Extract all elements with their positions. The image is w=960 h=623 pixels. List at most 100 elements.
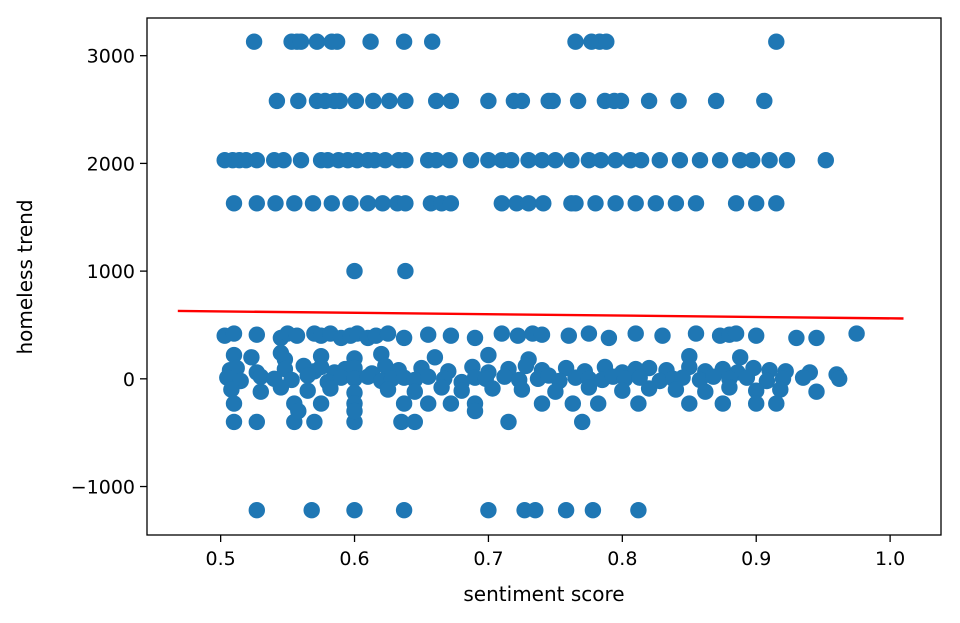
y-tick-label: 1000 (87, 261, 135, 283)
data-point (453, 382, 470, 399)
data-point (748, 195, 765, 212)
x-tick-label: 0.6 (339, 548, 369, 570)
data-point (817, 152, 834, 169)
data-point (272, 379, 290, 396)
data-point (377, 152, 394, 169)
data-point (574, 413, 591, 431)
data-point (223, 381, 240, 398)
x-tick-label: 1.0 (875, 548, 905, 570)
data-point (533, 326, 551, 343)
data-point (520, 195, 537, 212)
data-point (651, 152, 668, 169)
data-point (503, 152, 520, 169)
data-point (308, 33, 326, 50)
data-point (727, 325, 745, 342)
data-point (778, 152, 796, 169)
data-points (216, 33, 865, 519)
data-point (707, 92, 725, 110)
data-point (667, 195, 685, 212)
data-point (500, 413, 517, 431)
data-point (346, 370, 363, 387)
x-tick-label: 0.7 (473, 548, 503, 570)
data-point (346, 402, 363, 420)
data-point (592, 152, 610, 169)
data-point (772, 381, 789, 398)
fit-line (177, 309, 904, 320)
data-point (705, 368, 722, 385)
data-point (243, 349, 260, 366)
data-point (580, 325, 598, 342)
data-point (687, 325, 705, 342)
data-point (607, 195, 624, 212)
data-point (563, 152, 580, 169)
data-point (496, 368, 513, 385)
data-point (268, 92, 286, 110)
data-point (347, 92, 365, 110)
y-axis-ticks: −1000 0 1000 2000 3000 (71, 46, 147, 499)
data-point (480, 92, 497, 110)
data-point (442, 195, 460, 212)
data-point (292, 33, 310, 50)
data-point (288, 327, 306, 344)
data-point (667, 381, 685, 398)
data-point (567, 195, 584, 212)
data-point (462, 152, 480, 169)
data-point (567, 33, 584, 50)
data-point (748, 395, 765, 412)
data-point (395, 502, 413, 519)
data-point (248, 195, 265, 212)
data-point (466, 402, 484, 420)
data-point (290, 92, 307, 110)
x-tick-label: 0.9 (741, 548, 771, 570)
data-point (359, 368, 377, 385)
data-point (788, 329, 805, 347)
data-point (292, 152, 310, 169)
data-point (569, 92, 587, 110)
data-point (674, 369, 691, 386)
data-point (547, 152, 564, 169)
data-point (406, 413, 423, 431)
data-point (428, 152, 445, 169)
data-point (379, 381, 397, 398)
data-point (493, 325, 510, 342)
data-point (426, 349, 444, 366)
data-point (727, 195, 745, 212)
data-point (252, 368, 269, 385)
data-point (567, 369, 584, 386)
data-point (442, 92, 460, 110)
data-point (225, 346, 243, 364)
data-point (362, 33, 379, 50)
data-point (671, 152, 689, 169)
data-point (647, 195, 664, 212)
data-point (346, 262, 363, 280)
data-point (630, 502, 647, 519)
data-point (397, 262, 414, 280)
data-point (406, 371, 423, 389)
data-point (312, 395, 330, 412)
data-point (748, 327, 765, 344)
data-point (424, 33, 441, 50)
data-point (420, 326, 437, 343)
data-point (748, 382, 765, 399)
data-point (691, 152, 709, 169)
y-tick-label: 2000 (87, 153, 135, 175)
data-point (428, 92, 445, 110)
data-point (732, 349, 749, 366)
data-point (794, 369, 812, 386)
data-point (630, 395, 647, 412)
x-axis-ticks: 0.5 0.6 0.7 0.8 0.9 1.0 (206, 535, 905, 570)
data-point (535, 195, 552, 212)
plot-frame (146, 17, 942, 536)
data-point (245, 33, 263, 50)
data-point (286, 195, 303, 212)
y-axis-label: homeless trend (13, 199, 37, 354)
data-point (395, 33, 413, 50)
data-point (267, 195, 284, 212)
data-point (631, 369, 648, 386)
data-point (480, 346, 497, 364)
data-point (299, 382, 316, 399)
x-tick-label: 0.8 (607, 548, 637, 570)
data-point (831, 370, 848, 387)
data-point (564, 395, 581, 412)
